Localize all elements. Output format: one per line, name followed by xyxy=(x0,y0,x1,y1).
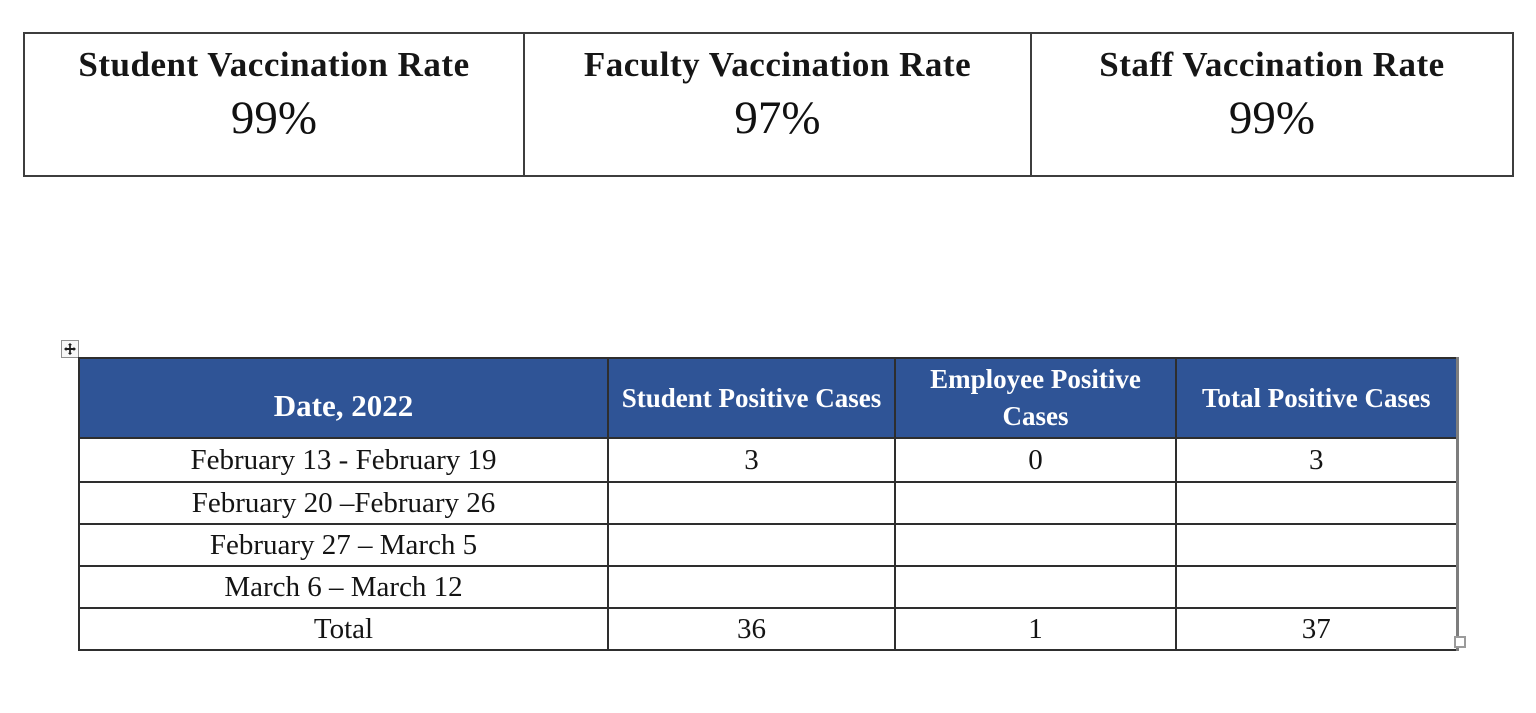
date-cell[interactable]: February 13 - February 19 xyxy=(78,437,609,483)
table-resize-handle[interactable] xyxy=(1454,636,1466,648)
student-cases-column-header[interactable]: Student Positive Cases xyxy=(607,357,896,439)
date-cell[interactable]: February 27 – March 5 xyxy=(78,523,609,567)
table-move-handle[interactable] xyxy=(61,340,79,358)
student-cases-cell[interactable]: 3 xyxy=(607,437,896,483)
move-icon xyxy=(64,343,76,355)
date-column-header-label: Date, 2022 xyxy=(273,387,414,423)
vaccination-summary-table: Student Vaccination Rate 99% Faculty Vac… xyxy=(23,32,1514,177)
staff-vaccination-cell[interactable]: Staff Vaccination Rate 99% xyxy=(1030,32,1514,177)
total-cases-cell[interactable] xyxy=(1175,565,1458,609)
positive-cases-table: Date, 2022 Student Positive Cases Employ… xyxy=(78,357,1459,651)
date-cell[interactable]: February 20 –February 26 xyxy=(78,481,609,525)
staff-vaccination-label: Staff Vaccination Rate xyxy=(1099,45,1445,84)
total-cases-total-cell[interactable]: 37 xyxy=(1175,607,1458,651)
faculty-vaccination-cell[interactable]: Faculty Vaccination Rate 97% xyxy=(523,32,1032,177)
student-vaccination-value: 99% xyxy=(230,92,318,144)
employee-cases-header-label: Employee Positive Cases xyxy=(930,364,1141,431)
total-label-cell[interactable]: Total xyxy=(78,607,609,651)
student-cases-cell[interactable] xyxy=(607,523,896,567)
student-cases-total-cell[interactable]: 36 xyxy=(607,607,896,651)
table-row: March 6 – March 12 xyxy=(78,565,1458,609)
header-row: Date, 2022 Student Positive Cases Employ… xyxy=(78,357,1458,439)
employee-cases-cell[interactable]: 0 xyxy=(894,437,1177,483)
student-cases-header-label: Student Positive Cases xyxy=(621,382,882,413)
employee-cases-cell[interactable] xyxy=(894,565,1177,609)
vaccination-row: Student Vaccination Rate 99% Faculty Vac… xyxy=(23,32,1514,177)
student-vaccination-label: Student Vaccination Rate xyxy=(78,45,470,84)
employee-cases-cell[interactable] xyxy=(894,523,1177,567)
total-cases-cell[interactable] xyxy=(1175,523,1458,567)
total-cases-cell[interactable] xyxy=(1175,481,1458,525)
total-row: Total 36 1 37 xyxy=(78,607,1458,651)
total-cases-cell[interactable]: 3 xyxy=(1175,437,1458,483)
student-vaccination-cell[interactable]: Student Vaccination Rate 99% xyxy=(23,32,525,177)
total-cases-header-label: Total Positive Cases xyxy=(1202,382,1431,413)
employee-cases-column-header[interactable]: Employee Positive Cases xyxy=(894,357,1177,439)
table-row: February 27 – March 5 xyxy=(78,523,1458,567)
date-column-header[interactable]: Date, 2022 xyxy=(78,357,609,439)
faculty-vaccination-value: 97% xyxy=(734,92,821,144)
employee-cases-total-cell[interactable]: 1 xyxy=(894,607,1177,651)
employee-cases-cell[interactable] xyxy=(894,481,1177,525)
date-cell[interactable]: March 6 – March 12 xyxy=(78,565,609,609)
faculty-vaccination-label: Faculty Vaccination Rate xyxy=(583,45,972,84)
student-cases-cell[interactable] xyxy=(607,565,896,609)
student-cases-cell[interactable] xyxy=(607,481,896,525)
table-row: February 20 –February 26 xyxy=(78,481,1458,525)
table-row: February 13 - February 19 3 0 3 xyxy=(78,437,1458,483)
staff-vaccination-value: 99% xyxy=(1228,92,1316,144)
total-cases-column-header[interactable]: Total Positive Cases xyxy=(1175,357,1458,439)
